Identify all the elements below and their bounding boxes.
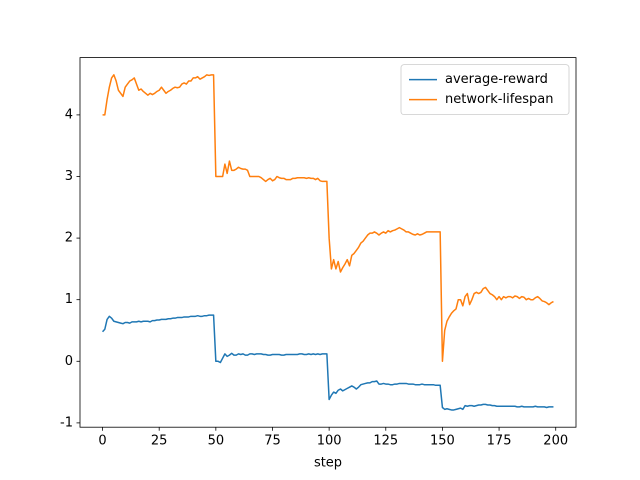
y-tick-label: 3 (65, 169, 73, 184)
x-tick-label: 150 (430, 434, 455, 449)
y-tick-label: -1 (60, 415, 73, 430)
legend-label: network-lifespan (445, 92, 554, 107)
x-tick-label: 25 (151, 434, 168, 449)
y-tick-label: 4 (65, 107, 73, 122)
x-tick-label: 100 (317, 434, 342, 449)
x-tick-label: 125 (373, 434, 398, 449)
series-line (101, 314, 554, 411)
x-tick-label: 200 (543, 434, 568, 449)
y-tick-label: 0 (65, 354, 73, 369)
x-tick-label: 175 (487, 434, 512, 449)
x-tick-label: 50 (208, 434, 225, 449)
x-tick-label: 75 (264, 434, 281, 449)
series-line (102, 74, 554, 363)
axes-frame (79, 57, 577, 428)
legend-box (400, 64, 570, 115)
x-axis-label: step (314, 456, 342, 471)
y-tick-label: 2 (65, 231, 73, 246)
y-tick-label: 1 (65, 292, 73, 307)
legend-label: average-reward (445, 72, 548, 87)
x-tick-label: 0 (98, 434, 106, 449)
